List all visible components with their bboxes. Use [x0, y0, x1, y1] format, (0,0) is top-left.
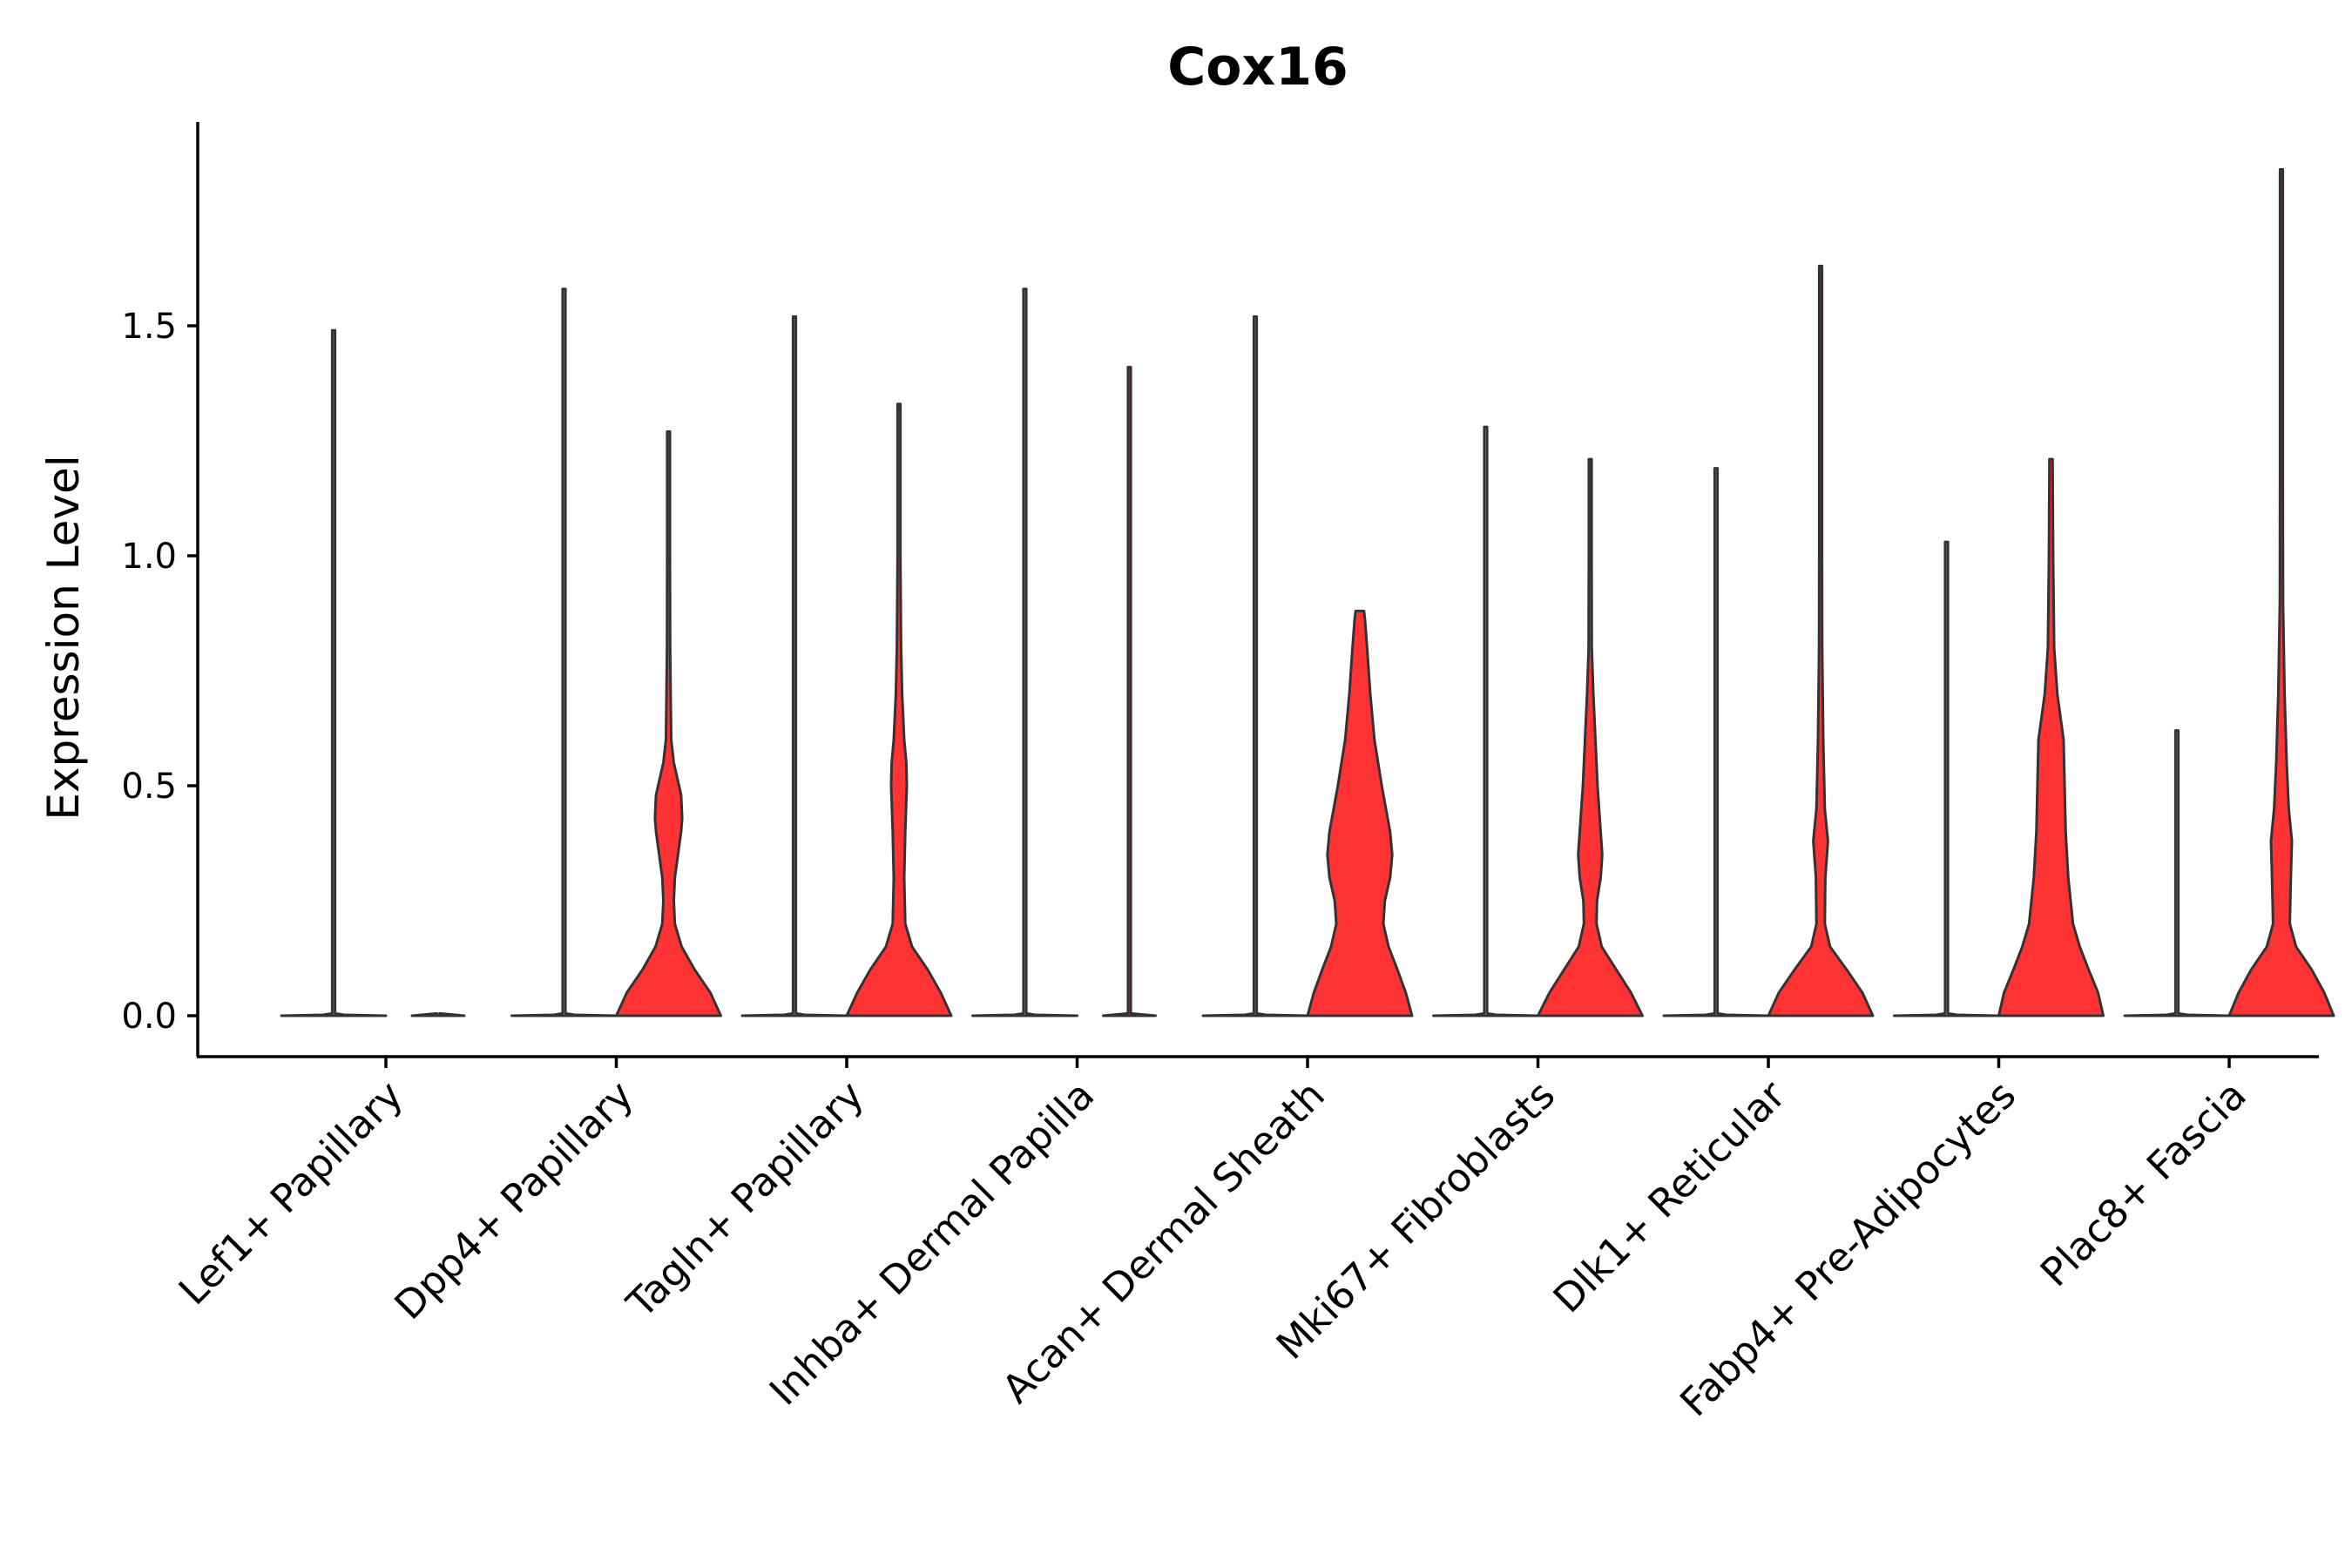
- violin-outline-2: [510, 287, 618, 1017]
- violin-red-5: [1306, 609, 1414, 1017]
- violin-outline-4: [971, 287, 1078, 1017]
- violin-red-7: [1767, 264, 1875, 1017]
- violin-red-1: [410, 1011, 466, 1017]
- violin-red-9: [2227, 167, 2335, 1017]
- violin-red-3: [845, 402, 953, 1017]
- violin-red-2: [615, 429, 722, 1017]
- y-tick-label: 0.5: [121, 767, 177, 807]
- chart-title: Cox16: [1167, 37, 1348, 98]
- violin-red-8: [1997, 457, 2105, 1017]
- x-tick-label: Lef1+ Papillary: [170, 1071, 412, 1314]
- violin-outline-6: [1432, 425, 1539, 1017]
- y-axis-ticks: 0.0 0.5 1.0 1.5: [121, 307, 198, 1037]
- violin-red-6: [1537, 457, 1644, 1017]
- violin-outline-5: [1201, 314, 1309, 1017]
- violin-red-4: [1102, 366, 1157, 1017]
- x-tick-label: Dpp4+ Papillary: [385, 1071, 642, 1328]
- x-tick-label: Tagln+ Papillary: [618, 1071, 873, 1327]
- y-tick-label: 1.0: [121, 537, 177, 577]
- violin-outline-1: [280, 328, 388, 1017]
- violin-outline-7: [1662, 467, 1770, 1017]
- y-tick-label: 1.5: [121, 307, 177, 347]
- x-tick-label: Plac8+ Fascia: [2031, 1071, 2255, 1295]
- y-tick-label: 0.0: [121, 997, 177, 1037]
- x-tick-label: Dlk1+ Reticular: [1544, 1071, 1794, 1321]
- y-axis-label: Expression Level: [38, 455, 89, 820]
- violin-outline-3: [740, 314, 848, 1017]
- violin-group: [280, 167, 2335, 1017]
- violin-outline-8: [1893, 540, 2000, 1017]
- violin-outline-9: [2123, 729, 2231, 1017]
